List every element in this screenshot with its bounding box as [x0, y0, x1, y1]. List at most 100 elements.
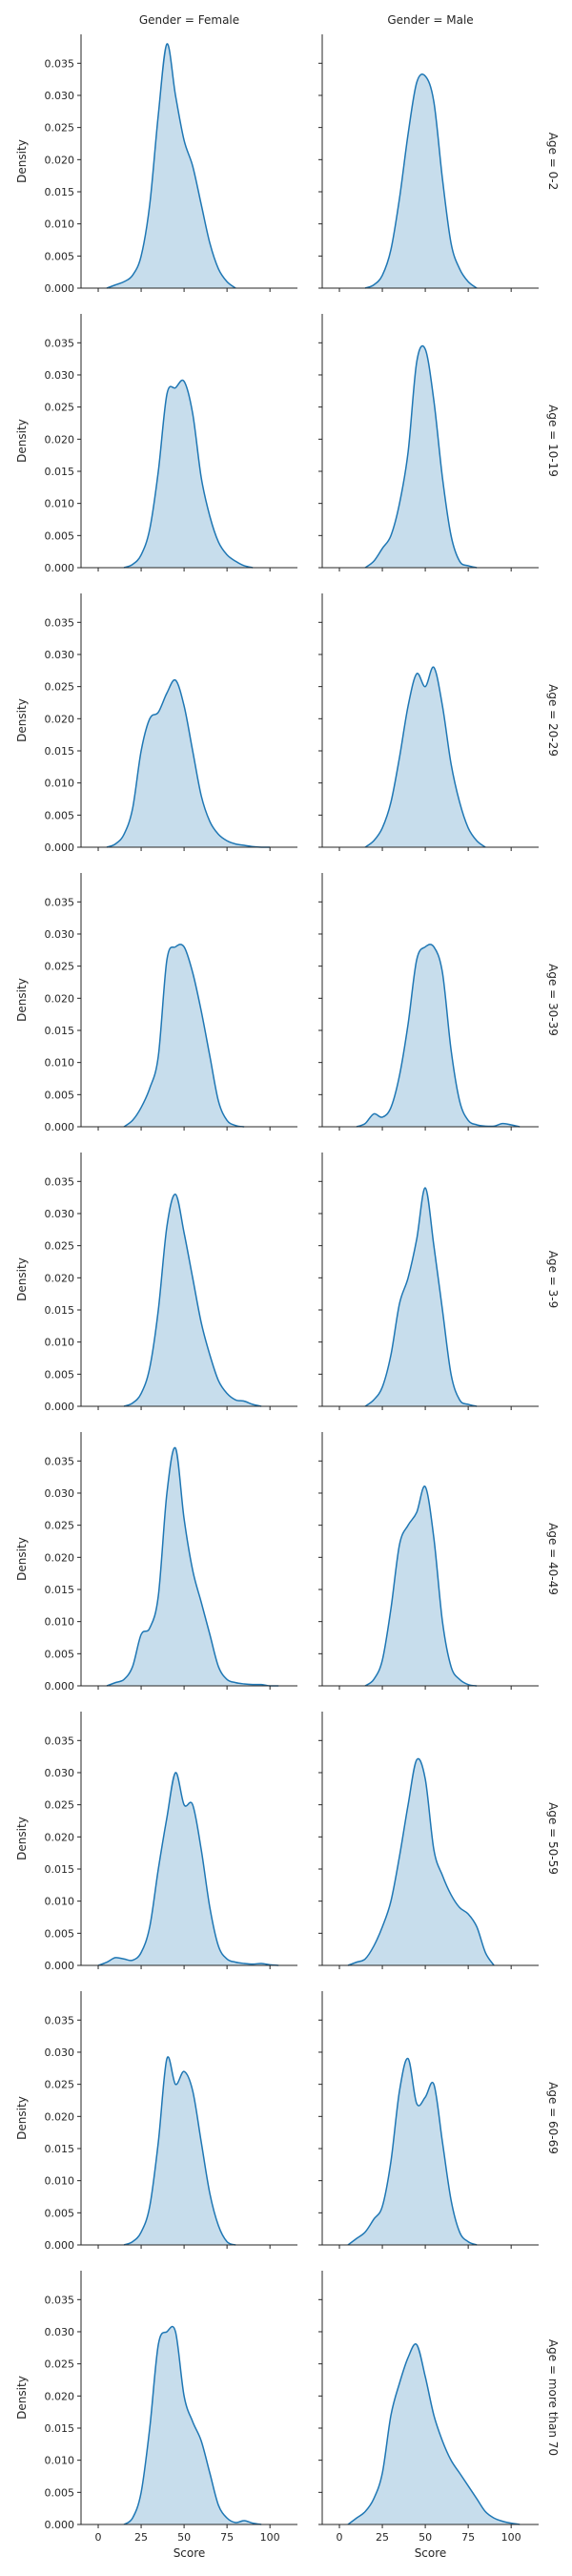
density-line-age-3-9-male	[364, 1187, 478, 1407]
y-tick-label: 0.030	[45, 369, 75, 382]
density-area-age-10-19-male	[365, 345, 478, 568]
y-tick-label: 0.035	[45, 2294, 75, 2306]
density-line-age-10-19-female	[123, 379, 254, 569]
panel-age-40-49-female: 0.000 0.005 0.010 0.015 0.020 0.025 0.030 0.035…	[15, 1432, 297, 1693]
panel-age-10-19-male	[318, 314, 539, 571]
y-tick-label: 0.015	[45, 1584, 75, 1596]
row-title-age-30-39: Age = 30-39	[546, 964, 560, 1036]
y-tick-label: 0.005	[45, 1089, 75, 1101]
y-tick-label: 0.000	[45, 562, 75, 574]
row-title-age-50-59: Age = 50-59	[546, 1802, 560, 1875]
y-tick-label: 0.000	[45, 2519, 75, 2531]
x-axis-label-female: Score	[174, 2546, 206, 2560]
y-tick-label: 0.035	[45, 1455, 75, 1467]
x-tick-label: 100	[501, 2531, 521, 2544]
y-tick-label: 0.035	[45, 57, 75, 70]
y-tick-label: 0.000	[45, 1121, 75, 1133]
density-area-age-20-29-male	[365, 667, 486, 847]
y-tick-label: 0.020	[45, 1551, 75, 1564]
y-tick-label: 0.005	[45, 1648, 75, 1660]
density-area-age-10-19-female	[124, 380, 254, 568]
density-line-age-40-49-male	[364, 1485, 478, 1687]
row-title-age-40-49: Age = 40-49	[546, 1523, 560, 1595]
density-area-age-0-2-male	[365, 73, 478, 288]
col-title-gender-male: Gender = Male	[387, 13, 473, 27]
y-tick-label: 0.020	[45, 2110, 75, 2123]
density-area-age-0-2-female	[107, 43, 236, 288]
y-axis-label: Density	[15, 2376, 29, 2420]
y-tick-label: 0.030	[45, 90, 75, 102]
x-tick-label: 75	[220, 2531, 234, 2544]
density-line-age-60-69-female	[123, 2056, 236, 2246]
y-tick-label: 0.005	[45, 1368, 75, 1381]
y-tick-label: 0.020	[45, 1272, 75, 1284]
y-axis-label: Density	[15, 419, 29, 463]
row-title-age-more-than-70: Age = more than 70	[546, 2339, 560, 2456]
density-area-age-3-9-male	[365, 1188, 478, 1406]
density-line-age-3-9-female	[123, 1194, 262, 1407]
y-axis-label: Density	[15, 1537, 29, 1581]
density-line-age-30-39-female	[123, 944, 245, 1128]
y-tick-label: 0.015	[45, 186, 75, 198]
panel-age-0-2-female: 0.000 0.005 0.010 0.015 0.020 0.025 0.030 0.035…	[15, 34, 297, 295]
y-tick-label: 0.015	[45, 2143, 75, 2155]
y-tick-label: 0.010	[45, 1057, 75, 1070]
y-tick-label: 0.010	[45, 498, 75, 510]
x-tick-label: 50	[419, 2531, 432, 2544]
y-tick-label: 0.030	[45, 1208, 75, 1220]
y-tick-label: 0.005	[45, 1927, 75, 1940]
x-tick-label: 75	[461, 2531, 475, 2544]
y-tick-label: 0.025	[45, 1240, 75, 1253]
y-tick-label: 0.005	[45, 530, 75, 542]
density-area-age-50-59-female	[98, 1772, 279, 1965]
density-line-age-more-than-70-female	[123, 2325, 262, 2525]
density-area-age-60-69-female	[124, 2056, 236, 2245]
y-tick-label: 0.000	[45, 841, 75, 854]
x-tick-label: 25	[376, 2531, 389, 2544]
x-tick-label: 0	[337, 2531, 343, 2544]
x-tick-label: 100	[260, 2531, 280, 2544]
panel-age-more-than-70-male: 0 25 50 75 100	[318, 2271, 539, 2544]
y-tick-label: 0.005	[45, 809, 75, 821]
y-tick-label: 0.020	[45, 154, 75, 166]
density-line-age-50-59-female	[97, 1772, 279, 1966]
y-tick-label: 0.010	[45, 218, 75, 231]
y-tick-label: 0.030	[45, 2326, 75, 2338]
y-tick-label: 0.025	[45, 2358, 75, 2371]
y-tick-label: 0.030	[45, 2046, 75, 2059]
y-tick-label: 0.030	[45, 928, 75, 941]
x-axis-label-male: Score	[415, 2546, 447, 2560]
y-tick-label: 0.020	[45, 1831, 75, 1843]
panel-age-50-59-female: 0.000 0.005 0.010 0.015 0.020 0.025 0.030 0.035…	[15, 1712, 297, 1972]
row-title-age-10-19: Age = 10-19	[546, 405, 560, 477]
density-line-age-20-29-female	[106, 678, 271, 848]
y-tick-label: 0.025	[45, 2079, 75, 2091]
density-line-age-40-49-female	[106, 1446, 279, 1687]
panel-age-40-49-male	[318, 1432, 539, 1690]
y-tick-label: 0.025	[45, 402, 75, 414]
y-tick-label: 0.035	[45, 896, 75, 908]
x-tick-label: 0	[95, 2531, 102, 2544]
y-tick-label: 0.025	[45, 122, 75, 135]
density-area-age-30-39-male	[357, 944, 521, 1127]
panel-age-60-69-male	[318, 1991, 539, 2249]
y-tick-label: 0.000	[45, 282, 75, 295]
y-axis-label: Density	[15, 698, 29, 742]
density-line-age-50-59-male	[347, 1757, 495, 1966]
panel-age-10-19-female: 0.000 0.005 0.010 0.015 0.020 0.025 0.030 0.035…	[15, 314, 297, 574]
y-tick-label: 0.015	[45, 1025, 75, 1037]
y-tick-label: 0.035	[45, 337, 75, 349]
density-line-age-0-2-female	[106, 43, 236, 289]
density-area-age-40-49-female	[107, 1447, 279, 1686]
y-tick-label: 0.025	[45, 1799, 75, 1812]
panel-age-more-than-70-female: 0.000 0.005 0.010 0.015 0.020 0.025 0.030 0.035…	[15, 2271, 297, 2544]
y-axis-label: Density	[15, 1257, 29, 1301]
density-area-age-more-than-70-male	[348, 2343, 521, 2524]
y-tick-label: 0.015	[45, 1304, 75, 1317]
y-tick-label: 0.025	[45, 681, 75, 694]
density-line-age-0-2-male	[364, 73, 478, 289]
y-tick-label: 0.005	[45, 2207, 75, 2219]
y-tick-label: 0.010	[45, 1616, 75, 1629]
row-title-age-20-29: Age = 20-29	[546, 684, 560, 757]
